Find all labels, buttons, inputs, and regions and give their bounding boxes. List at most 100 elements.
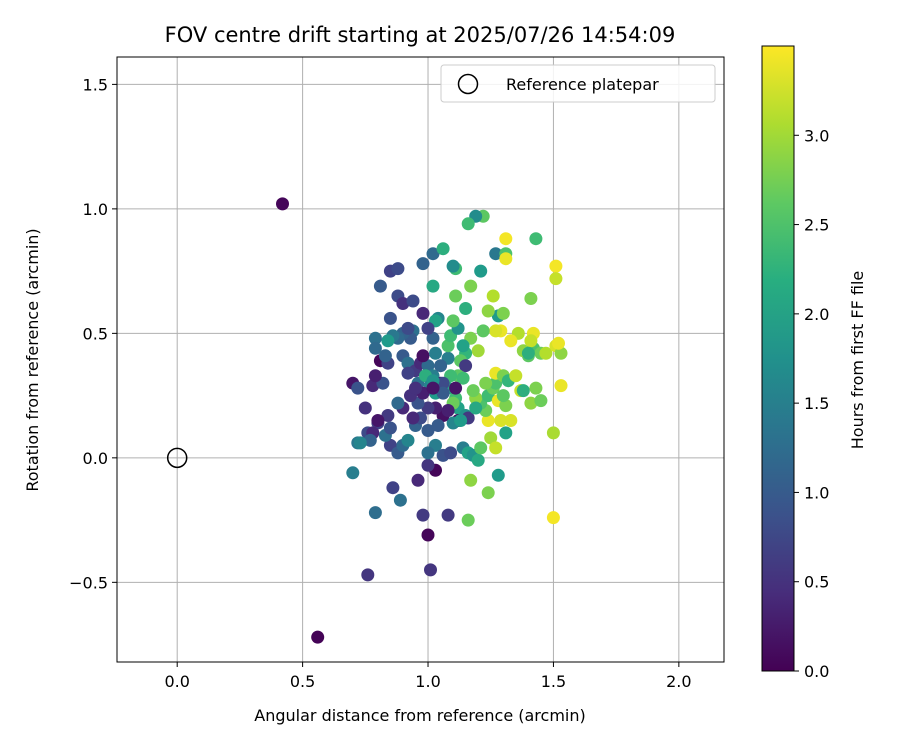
scatter-point [524,292,538,305]
scatter-point [546,426,560,440]
scatter-point [371,414,385,427]
scatter-point [373,279,387,293]
scatter-point [361,568,375,582]
x-axis-label: Angular distance from reference (arcmin) [254,706,585,725]
scatter-point [479,376,493,390]
scatter-point [496,389,510,403]
x-tick-label: 0.5 [290,672,315,691]
scatter-point [416,508,430,522]
legend: Reference platepar [440,64,716,103]
scatter-point [396,297,410,310]
scatter-point [504,334,518,348]
colorbar-tick-label: 1.5 [804,394,829,413]
scatter-point [368,506,382,520]
scatter-point [521,346,535,360]
scatter-point [383,421,397,435]
scatter-point [554,379,568,393]
scatter-point [383,311,397,325]
scatter-point [459,359,473,373]
scatter-point [386,481,400,495]
scatter-point [351,381,365,395]
scatter-point [496,306,510,320]
scatter-point [499,232,513,246]
colorbar-tick-label: 2.0 [804,305,829,324]
scatter-point [424,563,437,577]
scatter-point [391,262,405,276]
scatter-point [421,446,435,460]
scatter-point [444,446,458,460]
legend-box [440,64,716,103]
scatter-point [416,306,430,320]
scatter-point [441,339,455,353]
scatter-point [406,411,420,425]
scatter-point [449,289,463,303]
scatter-point [378,349,392,363]
scatter-point [461,513,475,527]
scatter-point [509,369,523,383]
scatter-point [552,336,565,350]
scatter-point [481,414,495,427]
colorbar-label: Hours from first FF file [848,271,867,450]
colorbar: 0.0 0.5 1.0 1.5 2.0 2.5 3.0 Hours from first F… [761,45,867,681]
scatter-point [436,376,450,390]
scatter-point [529,232,543,246]
scatter-point [489,247,503,261]
scatter-point [421,359,435,373]
scatter-point [476,324,490,338]
scatter-points [276,197,568,644]
scatter-point [554,346,568,360]
scatter-point [406,294,420,308]
scatter-point [434,359,448,373]
scatter-point [276,197,289,211]
scatter-point [426,279,440,293]
scatter-point [474,441,488,455]
scatter-point [464,279,478,293]
scatter-point [426,247,440,261]
scatter-point [549,259,563,273]
scatter-point [421,424,435,437]
y-tick-label: 0.5 [83,324,108,343]
scatter-point [499,252,513,266]
legend-reference-marker [457,73,479,95]
x-axis-ticks: 0.0 0.5 1.0 1.5 2.0 [164,662,692,691]
scatter-point [366,379,380,393]
colorbar-gradient [761,45,795,672]
scatter-point [421,458,435,472]
scatter-point [426,331,440,345]
colorbar-tick-label: 0.5 [804,573,829,592]
scatter-point [401,321,415,335]
colorbar-tick-label: 1.0 [804,483,829,502]
scatter-point [456,339,470,353]
colorbar-ticks: 0.0 0.5 1.0 1.5 2.0 2.5 3.0 [794,126,829,681]
plot-frame [116,56,725,663]
scatter-point [416,349,430,363]
scatter-point [416,257,430,271]
scatter-point [539,346,553,360]
scatter-point [393,493,407,507]
scatter-point [441,404,455,417]
scatter-point [489,441,503,455]
scatter-point [464,473,478,487]
scatter-point [363,433,377,447]
scatter-point [471,453,485,467]
scatter-point [426,381,440,395]
scatter-point [524,396,538,410]
scatter-point [449,381,463,395]
scatter-point [446,259,460,273]
colorbar-tick-label: 2.5 [804,216,829,235]
scatter-point [411,473,425,487]
colorbar-tick-label: 0.0 [804,662,829,681]
scatter-point [471,344,485,358]
scatter-point [421,401,435,415]
scatter-point [368,331,382,345]
scatter-point [499,426,513,440]
scatter-point [368,369,382,383]
chart-title: FOV centre drift starting at 2025/07/26 … [165,23,676,47]
scatter-point [474,264,488,278]
scatter-point [436,386,450,400]
scatter-point [441,508,455,522]
scatter-point [504,414,518,427]
scatter-point [421,528,435,542]
scatter-point [381,409,395,422]
scatter-point [499,399,513,413]
